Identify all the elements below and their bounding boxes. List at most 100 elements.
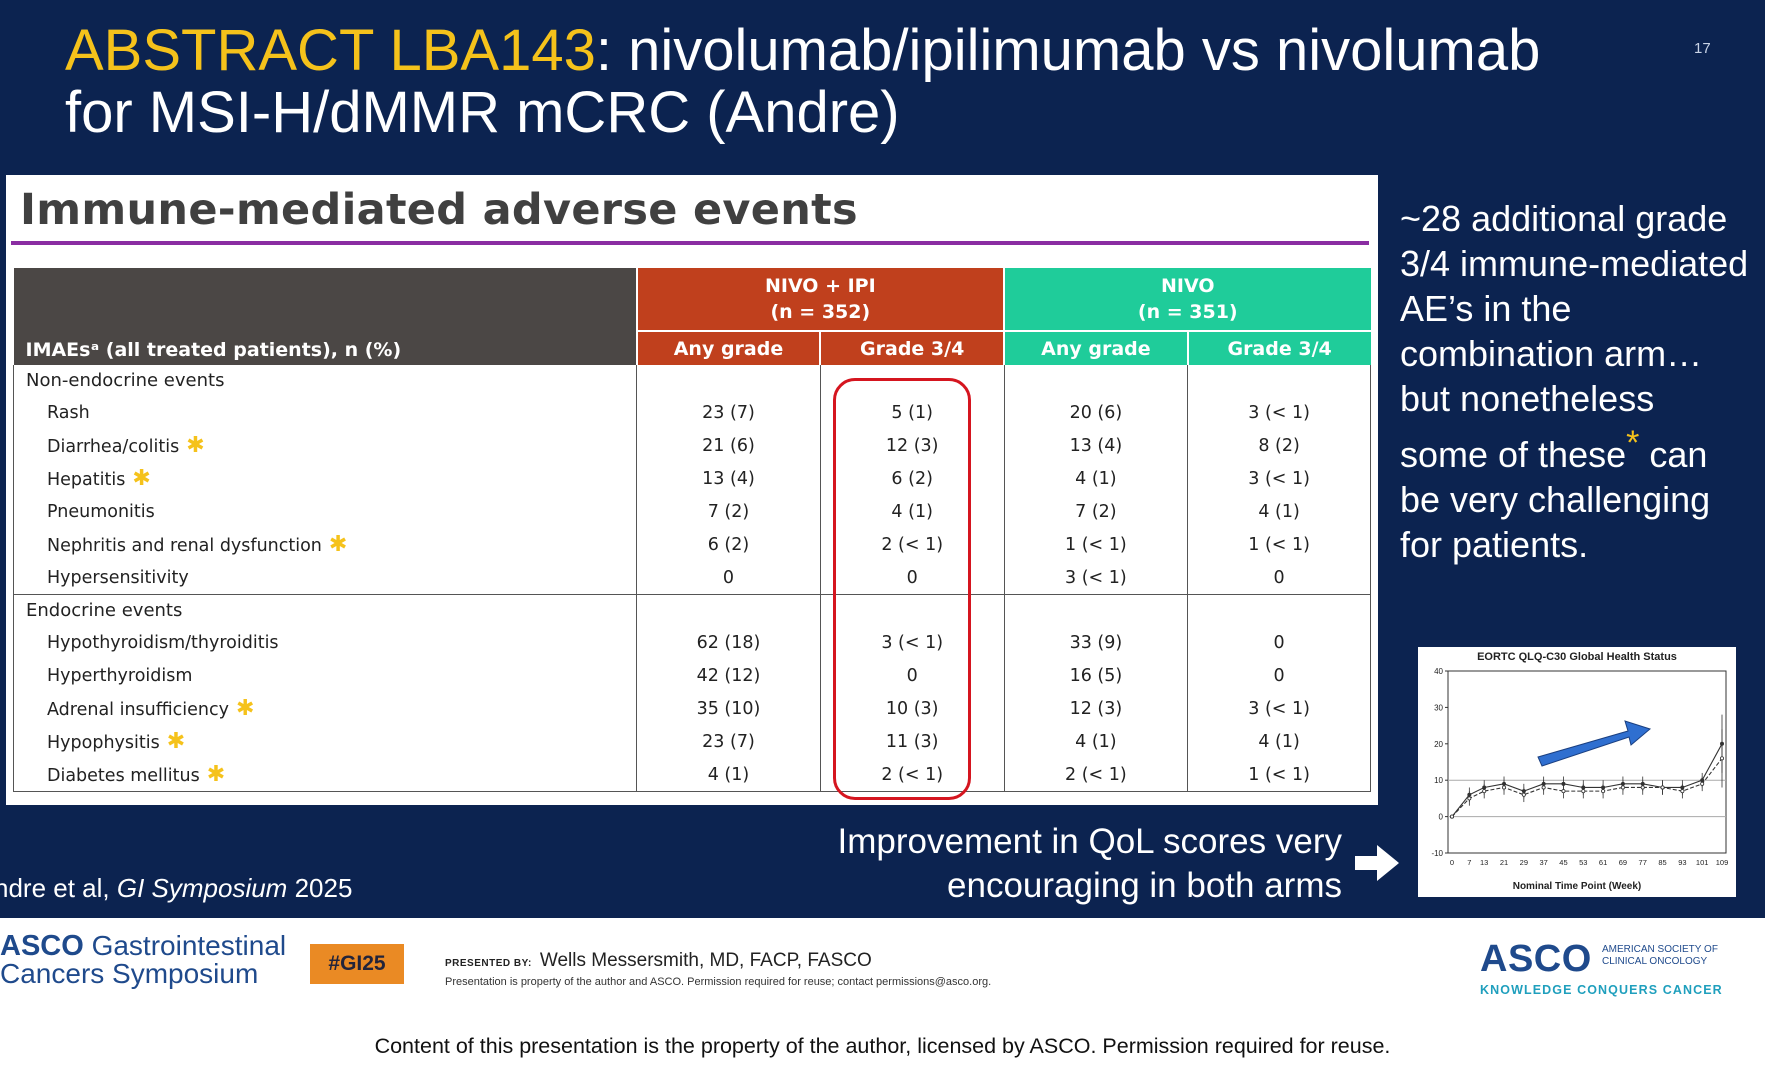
row-label: Hypophysitis ✱ [12,725,637,758]
row-label: Nephritis and renal dysfunction ✱ [12,528,637,561]
col-grade-3-4: Grade 3/4 [819,330,1005,365]
data-point [1521,792,1526,797]
row-header: IMAEsᵃ (all treated patients), n (%) [13,268,637,365]
table-row: Hyperthyroidism 42 (12) 0 16 (5) 0 [12,659,1371,692]
value-cell: 13 (4) [1003,429,1188,462]
value-cell: 6 (2) [819,462,1005,495]
title-text: : nivolumab/ipilimumab vs nivolumab [595,18,1541,83]
row-label-text: Diabetes mellitus [47,766,200,786]
y-tick-label: 30 [1434,703,1443,712]
citation: ndre et al, GI Symposium 2025 [0,873,352,904]
empty-cell [1187,594,1371,626]
star-icon: ✱ [229,696,255,721]
qol-chart: EORTC QLQ-C30 Global Health Status 40 30 2… [1418,647,1736,897]
value-cell: 4 (1) [1187,495,1371,528]
arm-name: NIVO [1161,275,1215,297]
data-point [1561,789,1566,794]
value-cell: 0 [636,561,821,595]
x-tick-label: 37 [1539,858,1547,867]
section-label: Endocrine events [12,594,637,626]
title-line-2: for MSI-H/dMMR mCRC (Andre) [65,80,900,145]
star-icon: ✱ [179,433,205,458]
arm-n: (n = 352) [770,301,871,323]
asco-gi-logo-bold: ASCO [0,930,84,962]
qol-note-line-1: Improvement in QoL scores very [837,822,1342,861]
asco-gi-logo-line-1: Gastrointestinal [83,930,287,961]
data-point [1482,789,1487,794]
y-tick-label: 0 [1439,813,1444,822]
table-row: Nephritis and renal dysfunction ✱ 6 (2) 2 … [12,528,1371,561]
qol-chart-plot: 40 30 20 10 0 -10 0 7 13 21 29 37 45 53 61 69 77 85 93 101 1… [1431,667,1728,867]
x-tick-label: 61 [1599,858,1607,867]
x-tick-label: 0 [1450,858,1454,867]
row-label: Hyperthyroidism [12,659,637,692]
section-label: Non-endocrine events [12,365,637,396]
row-label-text: Rash [47,402,90,423]
arm-header-nivo-ipi: NIVO + IPI (n = 352) [635,268,1005,331]
chart-title: EORTC QLQ-C30 Global Health Status [1477,651,1677,663]
value-cell: 16 (5) [1003,659,1188,692]
adverse-events-panel: Immune-mediated adverse events IMAEsᵃ (a… [6,175,1378,805]
x-tick-label: 69 [1619,858,1627,867]
star-icon: ✱ [159,729,186,754]
data-point [1601,789,1606,794]
heading-divider [11,241,1369,245]
presenter: PRESENTED BY: Wells Messersmith, MD, FACP… [445,950,872,972]
value-cell: 0 [1187,659,1371,692]
value-cell: 23 (7) [636,725,821,758]
data-point [1719,756,1724,761]
empty-cell [636,594,821,626]
value-cell: 3 (< 1) [1003,561,1188,595]
row-label-text: Nephritis and renal dysfunction [47,536,322,556]
section-row: Endocrine events [12,594,1371,626]
value-cell: 1 (< 1) [1187,758,1371,792]
value-cell: 4 (1) [1187,725,1371,758]
y-tick-label: -10 [1431,849,1443,858]
value-cell: 4 (1) [819,495,1005,528]
col-any-grade: Any grade [635,330,821,365]
x-tick-label: 29 [1520,858,1528,867]
value-cell: 4 (1) [1003,725,1188,758]
x-tick-label: 85 [1658,858,1666,867]
x-tick-label: 53 [1579,858,1587,867]
row-label: Pneumonitis [12,495,637,528]
row-label-text: Hypophysitis [47,733,160,753]
value-cell: 2 (< 1) [1003,758,1188,792]
value-cell: 12 (3) [819,429,1005,462]
value-cell: 1 (< 1) [1003,528,1188,561]
side-note: ~28 additional grade 3/4 immune-mediated… [1400,196,1750,567]
citation-journal: GI Symposium [116,873,288,903]
row-label: Hypersensitivity [12,561,637,595]
table-row: Rash 23 (7) 5 (1) 20 (6) 3 (< 1) [12,396,1371,429]
presented-by-label: PRESENTED BY: [445,958,532,969]
page-title: ABSTRACT LBA143: nivolumab/ipilimumab vs… [65,20,1665,144]
asco-society-name: AMERICAN SOCIETY OF CLINICAL ONCOLOGY [1602,944,1718,968]
adverse-events-table: IMAEsᵃ (all treated patients), n (%) NIV… [12,268,1371,792]
empty-cell [1003,594,1188,626]
row-label: Rash [12,396,637,429]
value-cell: 21 (6) [636,429,821,462]
value-cell: 13 (4) [636,462,821,495]
value-cell: 10 (3) [819,692,1005,725]
y-tick-label: 40 [1434,667,1443,676]
data-point [1541,785,1546,790]
value-cell: 35 (10) [636,692,821,725]
y-tick-label: 20 [1434,740,1443,749]
value-cell: 11 (3) [819,725,1005,758]
data-point [1640,785,1645,790]
row-label-text: Hyperthyroidism [47,665,193,686]
value-cell: 4 (1) [1003,462,1188,495]
x-tick-label: 7 [1467,858,1471,867]
data-point [1700,781,1705,786]
qol-note-line-2: encouraging in both arms [947,866,1342,905]
y-tick-label: 10 [1434,776,1443,785]
data-point [1620,785,1625,790]
value-cell: 5 (1) [819,396,1005,429]
x-tick-label: 45 [1559,858,1567,867]
right-arrow-icon [1355,845,1399,881]
row-label: Diarrhea/colitis ✱ [12,429,637,462]
asco-gi-symposium-logo: ASCO Gastrointestinal Cancers Symposium [0,932,286,988]
row-label-text: Adrenal insufficiency [47,700,229,720]
property-note: Presentation is property of the author a… [445,976,992,988]
table-row: Hepatitis ✱ 13 (4) 6 (2) 4 (1) 3 (< 1) [12,462,1371,495]
